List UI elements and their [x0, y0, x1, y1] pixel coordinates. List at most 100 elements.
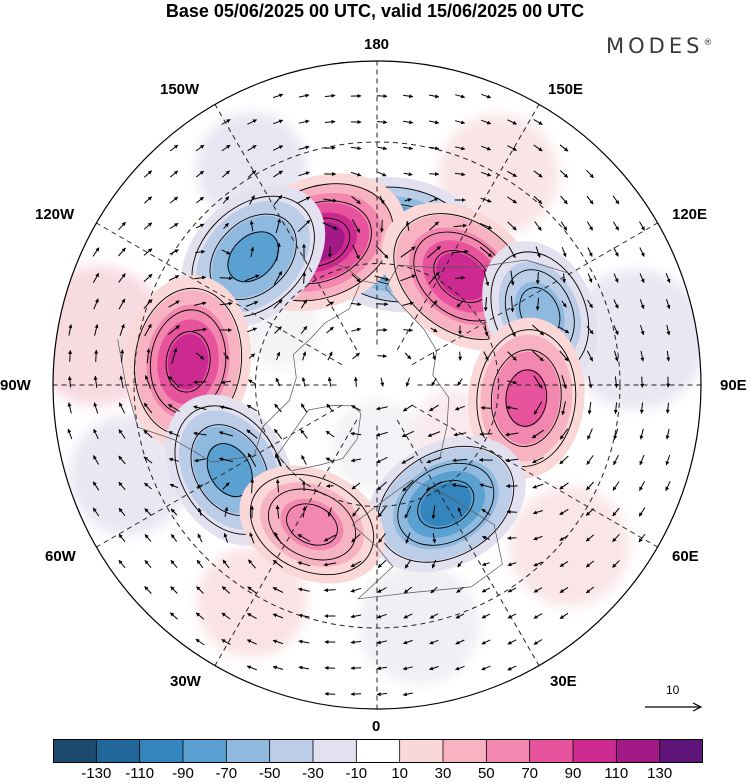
wind-vector — [430, 327, 438, 333]
wind-vector — [143, 456, 153, 464]
colorbar-swatch — [486, 739, 531, 763]
wind-vector — [196, 586, 204, 594]
wind-vector — [404, 559, 412, 569]
wind-vector — [324, 119, 336, 124]
wind-vector — [326, 403, 334, 413]
wind-vector — [483, 270, 490, 287]
wind-vector — [143, 402, 153, 414]
wind-vector — [376, 613, 387, 619]
wind-vector — [94, 349, 99, 362]
wind-vector — [168, 457, 180, 462]
anomaly-center — [239, 465, 385, 584]
wind-vector — [350, 302, 362, 307]
wind-vector — [640, 376, 645, 388]
wind-vector — [507, 639, 517, 645]
wind-vector — [506, 380, 518, 385]
wind-vector — [197, 507, 202, 516]
wind-vector — [376, 456, 388, 464]
wind-vector — [510, 296, 515, 313]
wind-vector — [118, 221, 126, 231]
wind-vector — [559, 586, 569, 594]
wind-vector — [274, 532, 282, 544]
wind-vector — [223, 532, 228, 543]
wind-vector — [297, 219, 311, 233]
wind-vector — [298, 119, 310, 124]
colorbar-tick-label: -50 — [258, 765, 281, 782]
colorbar-swatch — [616, 739, 661, 763]
wind-vector — [169, 196, 179, 204]
wind-vector — [401, 430, 415, 438]
colorbar-swatch — [529, 739, 574, 763]
wind-vector — [273, 271, 283, 285]
wind-vector — [193, 405, 207, 410]
wind-vector — [402, 301, 414, 306]
wind-vector — [195, 170, 205, 178]
anomaly-centers — [125, 173, 598, 584]
wind-vector — [170, 508, 178, 516]
wind-vector — [612, 533, 620, 543]
wind-vector — [223, 352, 229, 360]
wind-vector — [559, 144, 569, 152]
wind-vector — [378, 533, 386, 543]
wind-vector — [327, 507, 332, 517]
wind-vector — [350, 614, 362, 619]
wind-vector — [533, 613, 543, 619]
brand-mark: ® — [703, 38, 713, 48]
wind-vector — [535, 297, 540, 311]
colorbar-swatch — [399, 739, 444, 763]
lon-label-120e: 120E — [672, 206, 708, 223]
wind-vector — [586, 350, 594, 362]
wind-vector — [532, 456, 544, 464]
wind-vector — [452, 458, 468, 463]
wind-vector — [298, 613, 310, 618]
wind-vector — [402, 666, 413, 671]
chart-title: Base 05/06/2025 00 UTC, valid 15/06/2025… — [165, 1, 585, 21]
wind-vector — [249, 195, 255, 205]
wind-vector — [221, 249, 231, 255]
wind-vector — [586, 481, 594, 491]
wind-vector — [194, 275, 207, 280]
colorbar-swatch — [313, 739, 357, 763]
wind-vector — [144, 534, 152, 542]
wind-vector — [68, 350, 73, 362]
wind-vector — [324, 145, 336, 150]
wind-vector — [168, 375, 180, 389]
colorbar-swatch — [269, 739, 314, 763]
lon-label-150w: 150W — [160, 81, 200, 98]
wind-vector — [479, 246, 493, 258]
wind-vector — [585, 534, 595, 542]
wind-vector — [429, 639, 439, 645]
lon-label-180: 180 — [364, 36, 390, 53]
wind-vector — [427, 431, 441, 437]
wind-vector — [560, 221, 568, 231]
wind-vector — [351, 219, 361, 233]
wind-vector — [481, 145, 492, 151]
wind-vector — [353, 376, 358, 387]
wind-vector — [169, 612, 179, 620]
wind-vector — [93, 402, 99, 414]
wind-vector — [197, 533, 203, 543]
wind-vector — [612, 560, 620, 568]
wind-vector — [379, 219, 384, 233]
wind-vector — [93, 375, 98, 388]
wind-vector — [377, 506, 387, 518]
wind-vector — [377, 587, 387, 593]
wind-vector — [533, 587, 543, 593]
wind-vector — [301, 455, 307, 465]
wind-vector — [300, 299, 308, 309]
wind-vector — [558, 326, 570, 334]
wind-vector — [429, 666, 439, 671]
wind-vector — [534, 221, 542, 231]
wind-vector — [219, 405, 233, 410]
wind-vector — [298, 93, 310, 98]
wind-vector — [639, 428, 644, 440]
wind-vector — [245, 301, 259, 307]
wind-vector — [403, 586, 413, 594]
wind-vector — [561, 401, 566, 416]
wind-vector — [613, 247, 619, 257]
wind-vector — [143, 196, 153, 204]
wind-vector — [297, 534, 311, 542]
wind-vector — [323, 534, 337, 542]
lon-label-0: 0 — [372, 718, 381, 735]
